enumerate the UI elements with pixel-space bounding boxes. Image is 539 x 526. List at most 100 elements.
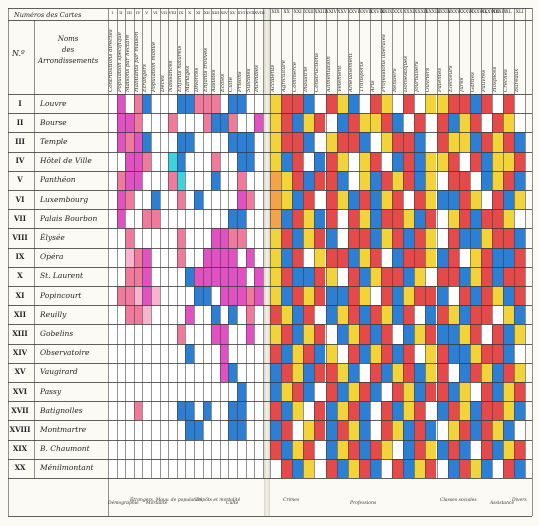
grid-cell [176, 132, 186, 152]
column-number: XVII [245, 10, 255, 15]
grid-cell [133, 94, 143, 114]
grid-cell [503, 382, 515, 402]
grid-cell [503, 401, 515, 421]
column-number: XXVI [347, 10, 360, 15]
grid-cell [142, 362, 151, 382]
grid-cell [436, 113, 448, 133]
arrondissement-name: Louvre [40, 98, 67, 108]
grid-cell [447, 170, 459, 190]
grid-cell [125, 439, 134, 459]
grid-cell [381, 113, 393, 133]
grid-cell [336, 305, 348, 325]
grid-cell [168, 94, 177, 114]
grid-cell [514, 247, 526, 267]
grid-cell [469, 401, 481, 421]
no-label: N.º [12, 49, 25, 58]
grid-cell [447, 324, 459, 344]
grid-cell [116, 266, 126, 286]
grid-cell [202, 132, 212, 152]
grid-cell [116, 382, 126, 402]
grid-cell [270, 228, 282, 248]
grid-cell [245, 286, 255, 306]
grid-cell [392, 266, 404, 286]
column-divider [125, 8, 127, 478]
grid-cell [414, 439, 426, 459]
arrondissement-name: Observatoire [40, 348, 90, 358]
grid-cell [425, 382, 437, 402]
grid-cell [211, 343, 220, 363]
grid-cell [211, 382, 220, 402]
column-number: XIII [211, 10, 220, 15]
grid-cell [414, 305, 426, 325]
column-number: XXXVII [469, 10, 487, 15]
grid-cell [325, 420, 337, 440]
column-divider [34, 20, 35, 478]
grid-cell [447, 439, 459, 459]
grid-cell [492, 343, 504, 363]
grid-cell [514, 324, 526, 344]
grid-cell [469, 209, 481, 229]
column-name: Contributions directes [109, 29, 114, 92]
column-divider [245, 8, 247, 478]
grid-cell [133, 420, 143, 440]
grid-cell [325, 190, 337, 210]
grid-cell [108, 439, 117, 459]
grid-cell [159, 286, 169, 306]
grid-cell [228, 458, 237, 478]
grid-cell [314, 439, 326, 459]
grid-cell [403, 190, 415, 210]
column-number: XXXVI [458, 10, 474, 15]
grid-cell [211, 170, 220, 190]
grid-cell [116, 228, 126, 248]
grid-cell [116, 170, 126, 190]
grid-cell [219, 170, 229, 190]
grid-cell [325, 113, 337, 133]
column-number: VI [153, 10, 158, 15]
grid-cell [292, 362, 304, 382]
grid-cell [168, 209, 177, 229]
grid-cell [480, 94, 492, 114]
grid-cell [358, 458, 370, 478]
grid-cell [403, 266, 415, 286]
grid-cell [176, 190, 186, 210]
grid-cell [168, 113, 177, 133]
grid-cell [219, 113, 229, 133]
grid-cell [480, 343, 492, 363]
grid-cell [202, 458, 212, 478]
grid-cell [414, 94, 426, 114]
grid-cell [414, 420, 426, 440]
grid-cell [245, 458, 255, 478]
grid-cell [480, 190, 492, 210]
grid-cell [292, 382, 304, 402]
grid-cell [314, 343, 326, 363]
grid-cell [403, 439, 415, 459]
grid-cell [458, 247, 470, 267]
grid-cell [108, 247, 117, 267]
grid-cell [492, 401, 504, 421]
grid-cell [228, 132, 237, 152]
grid-cell [492, 170, 504, 190]
grid-cell [116, 247, 126, 267]
grid-cell [133, 170, 143, 190]
grid-cell [151, 343, 160, 363]
grid-cell [469, 286, 481, 306]
column-number: XI [196, 10, 201, 15]
grid-cell [358, 132, 370, 152]
grid-cell [194, 170, 203, 190]
arrondissement-name: Luxembourg [40, 194, 89, 204]
grid-cell [336, 266, 348, 286]
grid-cell [292, 324, 304, 344]
grid-cell [369, 190, 381, 210]
grid-cell [245, 362, 255, 382]
grid-cell [369, 94, 381, 114]
grid-cell [254, 94, 263, 114]
grid-cell [314, 382, 326, 402]
grid-cell [403, 170, 415, 190]
column-number: XXXI [403, 10, 415, 15]
grid-cell [125, 362, 134, 382]
grid-cell [381, 343, 393, 363]
grid-cell [325, 132, 337, 152]
grid-cell [469, 151, 481, 171]
column-name: Mariages [186, 65, 192, 92]
arrondissement-name: Élysée [40, 233, 65, 242]
